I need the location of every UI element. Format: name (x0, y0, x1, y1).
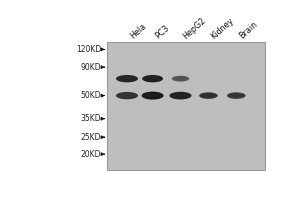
Text: 90KD: 90KD (81, 63, 101, 72)
Ellipse shape (145, 77, 160, 79)
Ellipse shape (227, 92, 246, 99)
Text: Brain: Brain (238, 20, 259, 41)
Ellipse shape (169, 92, 191, 99)
Text: HepG2: HepG2 (182, 16, 208, 41)
Text: 50KD: 50KD (81, 91, 101, 100)
Ellipse shape (116, 92, 138, 99)
Ellipse shape (119, 77, 135, 79)
Ellipse shape (202, 94, 215, 96)
Text: 25KD: 25KD (81, 133, 101, 142)
Text: PC3: PC3 (154, 24, 171, 41)
Ellipse shape (173, 94, 188, 96)
Ellipse shape (172, 76, 189, 82)
Ellipse shape (119, 94, 135, 96)
Ellipse shape (145, 94, 160, 96)
Text: 35KD: 35KD (81, 114, 101, 123)
Ellipse shape (116, 75, 138, 82)
Text: Hela: Hela (128, 22, 148, 41)
Ellipse shape (230, 94, 243, 96)
Ellipse shape (142, 75, 163, 82)
Text: 20KD: 20KD (81, 150, 101, 159)
Ellipse shape (199, 92, 218, 99)
Text: 120KD: 120KD (76, 45, 101, 54)
Text: Kidney: Kidney (210, 16, 236, 41)
Ellipse shape (142, 92, 164, 100)
Bar (107, 42, 266, 170)
Ellipse shape (174, 77, 187, 79)
